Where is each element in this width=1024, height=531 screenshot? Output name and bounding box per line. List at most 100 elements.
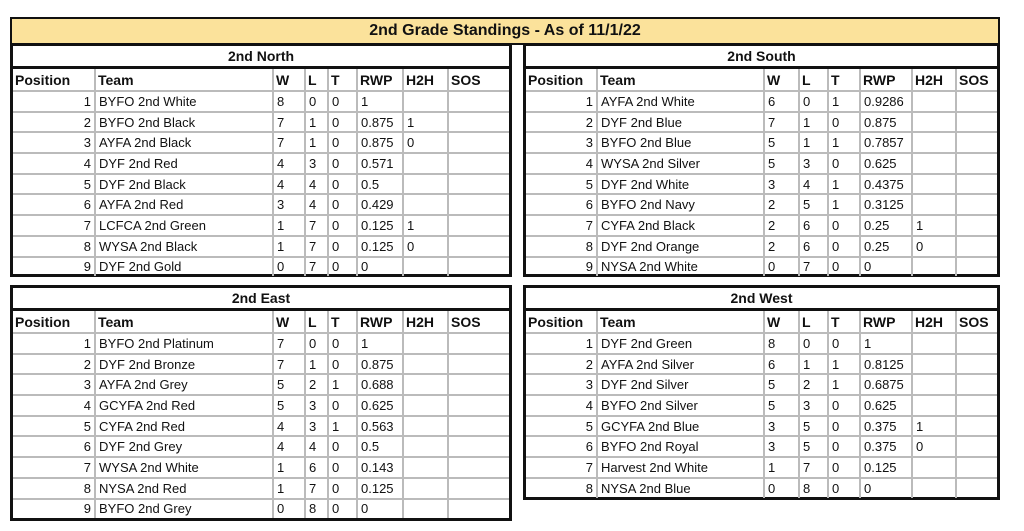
table-cell bbox=[956, 374, 997, 397]
table-cell: 7 bbox=[273, 353, 306, 376]
column-header: W bbox=[273, 311, 306, 334]
table-cell: 7 bbox=[305, 256, 329, 277]
table-cell: 1 bbox=[13, 91, 96, 113]
table-cell bbox=[912, 457, 957, 479]
header-row: Position Team W L T RWP H2H SOS bbox=[526, 69, 997, 92]
table-cell: AYFA 2nd Silver bbox=[597, 353, 765, 376]
table-row: 8 DYF 2nd Orange 2 6 0 0.25 0 bbox=[526, 235, 997, 258]
table-cell: 0.688 bbox=[357, 374, 404, 397]
table-cell bbox=[956, 194, 997, 217]
table-cell: 7 bbox=[764, 111, 800, 134]
table-cell: 0 bbox=[828, 395, 861, 417]
table-cell: 2 bbox=[305, 374, 329, 397]
table-cell bbox=[448, 215, 509, 237]
table-cell: 1 bbox=[273, 235, 306, 258]
column-header: RWP bbox=[860, 69, 913, 92]
table-cell: 1 bbox=[13, 333, 96, 355]
table-cell: BYFO 2nd Black bbox=[95, 111, 274, 134]
table-cell: 0 bbox=[860, 477, 913, 498]
table-row: 8 NYSA 2nd Blue 0 8 0 0 bbox=[526, 477, 997, 498]
table-cell bbox=[403, 353, 449, 376]
table-cell: 1 bbox=[828, 374, 861, 397]
division-title: 2nd East bbox=[13, 288, 509, 311]
table-cell: 3 bbox=[526, 132, 598, 155]
table-cell: 1 bbox=[328, 374, 358, 397]
table-cell: 0.125 bbox=[357, 235, 404, 258]
column-header: Team bbox=[597, 311, 765, 334]
table-row: 4 DYF 2nd Red 4 3 0 0.571 bbox=[13, 153, 509, 175]
table-cell bbox=[403, 457, 449, 479]
table-cell: 6 bbox=[305, 457, 329, 479]
standings-title: 2nd Grade Standings - As of 11/1/22 bbox=[10, 17, 1000, 45]
table-row: 3 AYFA 2nd Grey 5 2 1 0.688 bbox=[13, 374, 509, 397]
table-cell: BYFO 2nd Grey bbox=[95, 498, 274, 519]
table-cell bbox=[956, 235, 997, 258]
table-cell: 1 bbox=[403, 111, 449, 134]
table-cell bbox=[403, 173, 449, 196]
table-cell bbox=[448, 415, 509, 438]
table-cell: 8 bbox=[764, 333, 800, 355]
table-cell: 2 bbox=[526, 353, 598, 376]
table-cell: 1 bbox=[305, 132, 329, 155]
table-cell: 0.7857 bbox=[860, 132, 913, 155]
column-header: Team bbox=[597, 69, 765, 92]
table-cell: DYF 2nd White bbox=[597, 173, 765, 196]
table-cell: 5 bbox=[526, 415, 598, 438]
header-row: Position Team W L T RWP H2H SOS bbox=[13, 69, 509, 92]
table-row: 3 DYF 2nd Silver 5 2 1 0.6875 bbox=[526, 374, 997, 397]
table-cell: 3 bbox=[764, 436, 800, 459]
table-cell: 0.3125 bbox=[860, 194, 913, 217]
table-cell bbox=[448, 436, 509, 459]
table-cell: 4 bbox=[526, 153, 598, 175]
column-header: H2H bbox=[912, 311, 957, 334]
table-cell: 7 bbox=[799, 457, 829, 479]
table-cell: 7 bbox=[273, 111, 306, 134]
column-header: L bbox=[305, 69, 329, 92]
column-header: RWP bbox=[357, 69, 404, 92]
table-cell: 8 bbox=[13, 235, 96, 258]
table-cell: AYFA 2nd Black bbox=[95, 132, 274, 155]
table-cell: 9 bbox=[13, 256, 96, 277]
table-cell: 0 bbox=[828, 333, 861, 355]
table-cell: 8 bbox=[526, 477, 598, 498]
table-cell: NYSA 2nd White bbox=[597, 256, 765, 277]
table-cell bbox=[403, 256, 449, 277]
table-cell: 1 bbox=[305, 353, 329, 376]
table-row: 4 WYSA 2nd Silver 5 3 0 0.625 bbox=[526, 153, 997, 175]
division-title: 2nd North bbox=[13, 46, 509, 69]
table-cell: 0.625 bbox=[860, 395, 913, 417]
table-cell: 0.375 bbox=[860, 436, 913, 459]
table-cell: 0 bbox=[328, 153, 358, 175]
table-cell: 2 bbox=[526, 111, 598, 134]
table-cell: DYF 2nd Blue bbox=[597, 111, 765, 134]
column-header: T bbox=[828, 311, 861, 334]
column-header: L bbox=[305, 311, 329, 334]
table-cell: 0.125 bbox=[860, 457, 913, 479]
table-cell: 1 bbox=[305, 111, 329, 134]
column-header: Position bbox=[13, 311, 96, 334]
table-cell: 6 bbox=[764, 91, 800, 113]
table-cell: 0 bbox=[328, 194, 358, 217]
table-cell: 8 bbox=[273, 91, 306, 113]
table-cell: 0.143 bbox=[357, 457, 404, 479]
table-cell: 0 bbox=[828, 477, 861, 498]
table-cell: 2 bbox=[764, 215, 800, 237]
table-cell bbox=[448, 333, 509, 355]
table-row: 9 BYFO 2nd Grey 0 8 0 0 bbox=[13, 498, 509, 519]
column-header: W bbox=[764, 311, 800, 334]
table-cell: 1 bbox=[273, 457, 306, 479]
table-cell: 0 bbox=[328, 436, 358, 459]
table-cell: 1 bbox=[403, 215, 449, 237]
table-row: 1 DYF 2nd Green 8 0 0 1 bbox=[526, 333, 997, 355]
table-cell: 3 bbox=[799, 153, 829, 175]
table-cell: 0.6875 bbox=[860, 374, 913, 397]
table-cell: 3 bbox=[13, 132, 96, 155]
table-cell: 3 bbox=[764, 415, 800, 438]
table-row: 8 WYSA 2nd Black 1 7 0 0.125 0 bbox=[13, 235, 509, 258]
table-cell: 0.875 bbox=[357, 353, 404, 376]
column-header: Position bbox=[526, 311, 598, 334]
column-header: SOS bbox=[448, 311, 509, 334]
table-cell: 2 bbox=[764, 194, 800, 217]
table-cell: 0.9286 bbox=[860, 91, 913, 113]
column-header: RWP bbox=[860, 311, 913, 334]
